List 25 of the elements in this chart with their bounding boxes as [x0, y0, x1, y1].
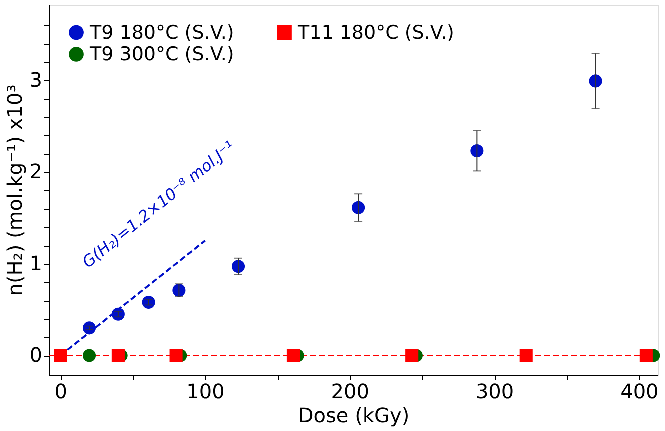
- x-axis-title: Dose (kGy): [298, 404, 410, 428]
- point: [352, 201, 366, 214]
- point: [470, 144, 484, 158]
- point: [54, 349, 68, 362]
- x-tick-label: 0: [54, 380, 68, 404]
- legend-label: T11 180°C (S.V.): [297, 22, 454, 44]
- x-tick-label: 200: [331, 380, 370, 404]
- y-tick-label: 2: [30, 160, 42, 184]
- point: [520, 349, 533, 362]
- x-tick-label: 300: [476, 380, 514, 404]
- x-tick-label: 400: [620, 380, 659, 404]
- point: [406, 349, 419, 362]
- y-tick-label: 3: [30, 68, 42, 92]
- point: [640, 349, 653, 362]
- y-tick-label: 1: [30, 251, 42, 276]
- y-axis-title: n(H₂) (mol.kg⁻¹) x10³: [2, 84, 27, 296]
- point: [82, 349, 96, 362]
- point: [286, 349, 300, 362]
- legend-label: T9 300°C (S.V.): [89, 44, 234, 66]
- point: [589, 74, 602, 88]
- point: [112, 349, 125, 362]
- legend-label: T9 180°C (S.V.): [89, 22, 234, 44]
- y-tick-label: 0: [30, 343, 42, 368]
- point: [170, 349, 183, 362]
- x-tick-label: 100: [186, 380, 225, 404]
